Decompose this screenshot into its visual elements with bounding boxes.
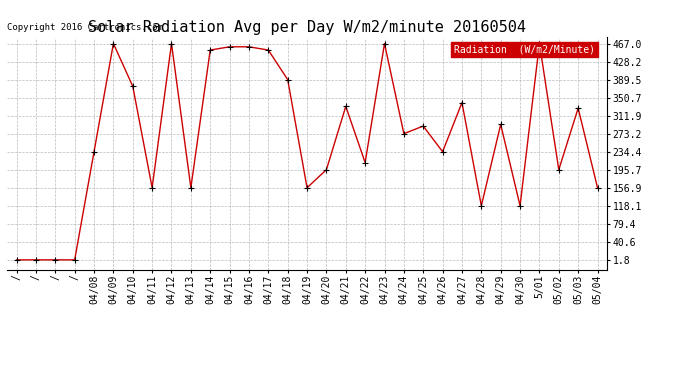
Text: Radiation  (W/m2/Minute): Radiation (W/m2/Minute) [454,45,595,54]
Title: Solar Radiation Avg per Day W/m2/minute 20160504: Solar Radiation Avg per Day W/m2/minute … [88,20,526,35]
Text: Copyright 2016 Cartronics.com: Copyright 2016 Cartronics.com [7,23,163,32]
